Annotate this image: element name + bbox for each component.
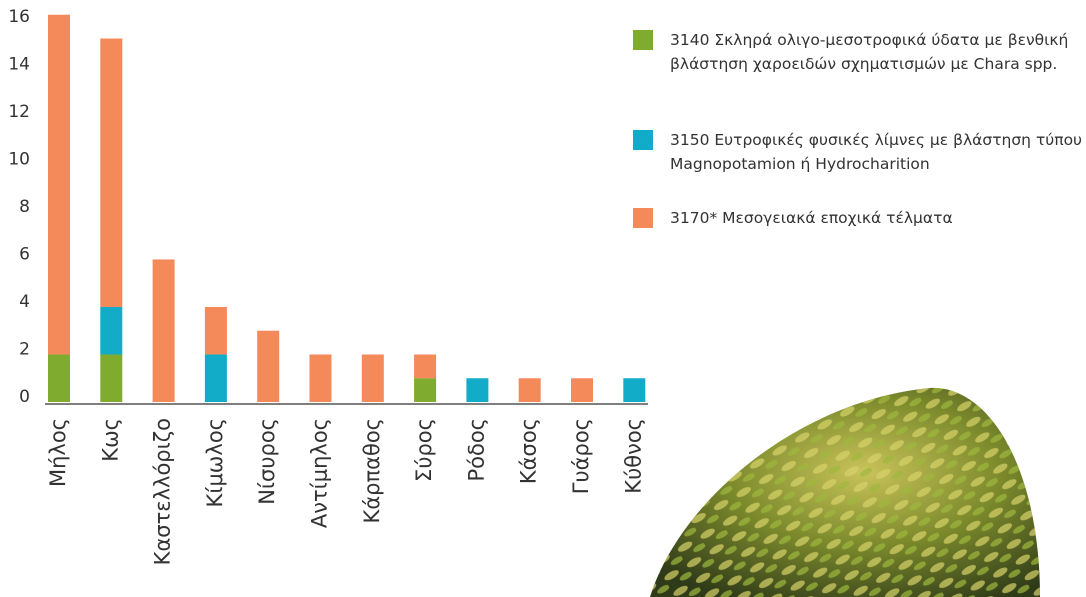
bar-segment xyxy=(48,354,70,402)
y-tick-label: 0 xyxy=(19,387,30,407)
bar-segment xyxy=(466,378,488,402)
bar-segment xyxy=(362,354,384,402)
y-tick-label: 6 xyxy=(19,244,30,264)
legend-swatch xyxy=(633,30,653,50)
legend-swatch xyxy=(633,208,653,228)
bar-segment xyxy=(414,354,436,378)
bar-segment xyxy=(623,378,645,402)
page: 0 2 4 6 8 10 12 14 16 Μήλος Κως Καστελλόριζο Κίμωλος… xyxy=(0,0,1086,597)
y-tick-label: 14 xyxy=(8,54,30,74)
chart: 0 2 4 6 8 10 12 14 16 Μήλος Κως Καστελλόριζο Κίμωλος… xyxy=(0,0,1086,597)
x-tick-label: Ρόδος xyxy=(464,418,488,482)
photo xyxy=(650,388,1040,597)
y-tick-label: 12 xyxy=(8,102,30,122)
y-tick-label: 16 xyxy=(8,7,30,27)
bar-segment xyxy=(257,331,279,402)
legend-label: 3150 Ευτροφικές φυσικές λίμνες με βλάστη… xyxy=(670,128,1083,176)
bar-segment xyxy=(153,259,175,402)
x-tick-label: Γυάρος xyxy=(569,418,593,494)
bar-segment xyxy=(205,307,227,355)
legend-swatch xyxy=(633,130,653,150)
bar-segment xyxy=(100,307,122,355)
bar-segment xyxy=(205,354,227,402)
x-tick-label: Μήλος xyxy=(46,418,70,487)
y-tick-label: 4 xyxy=(19,292,30,312)
y-tick-label: 8 xyxy=(19,197,30,217)
x-tick-label: Νίσυρος xyxy=(255,418,279,505)
x-tick-label: Κύθνος xyxy=(621,418,645,494)
bar-segment xyxy=(100,39,122,307)
bar-segment xyxy=(519,378,541,402)
bar-segment xyxy=(48,15,70,355)
bar-segment xyxy=(571,378,593,402)
x-tick-label: Κως xyxy=(98,418,122,462)
x-tick-label: Κίμωλος xyxy=(203,418,227,507)
plot: 0 2 4 6 8 10 12 14 16 Μήλος Κως Καστελλόριζο Κίμωλος… xyxy=(8,7,648,565)
y-tick-label: 10 xyxy=(8,149,30,169)
bar-segment xyxy=(310,354,332,402)
legend-label: 3170* Μεσογειακά εποχικά τέλματα xyxy=(670,206,1083,230)
bar-segment xyxy=(100,354,122,402)
x-tick-label: Κάσος xyxy=(517,418,541,484)
x-tick-label: Σύρος xyxy=(412,418,436,482)
x-tick-label: Αντίμηλος xyxy=(308,418,332,528)
x-tick-label: Καστελλόριζο xyxy=(151,418,175,565)
x-tick-label: Κάρπαθος xyxy=(360,418,384,523)
y-tick-label: 2 xyxy=(19,339,30,359)
legend-label: 3140 Σκληρά ολιγο-μεσοτροφικά ύδατα με β… xyxy=(670,28,1083,76)
bar-segment xyxy=(414,378,436,402)
